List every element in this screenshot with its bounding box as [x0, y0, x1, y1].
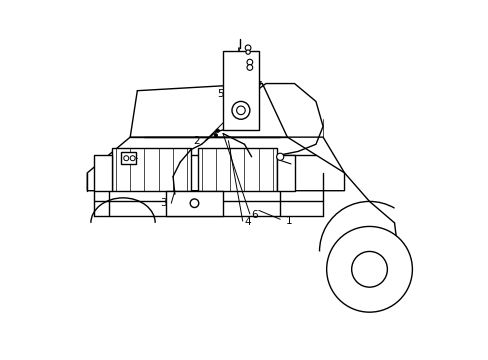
Circle shape [326, 226, 411, 312]
Text: 5: 5 [217, 89, 223, 99]
Circle shape [276, 153, 283, 160]
Text: 3: 3 [160, 198, 166, 208]
Circle shape [216, 129, 219, 132]
Bar [198, 148, 276, 191]
Circle shape [130, 156, 135, 161]
Circle shape [244, 45, 250, 51]
Bar [121, 153, 136, 164]
Circle shape [123, 156, 128, 161]
Bar [112, 148, 190, 191]
Text: 7: 7 [254, 81, 261, 91]
Bar [276, 155, 294, 191]
Circle shape [190, 199, 198, 207]
Circle shape [236, 106, 244, 114]
Bar [223, 51, 258, 130]
Bar [94, 155, 112, 191]
Text: 6: 6 [251, 210, 257, 220]
Circle shape [214, 134, 217, 137]
Text: 2: 2 [193, 136, 199, 146]
Text: 1: 1 [285, 216, 292, 226]
Polygon shape [87, 137, 344, 191]
Circle shape [246, 59, 252, 65]
Circle shape [245, 50, 250, 54]
Bar [165, 191, 223, 216]
Text: 8: 8 [126, 154, 133, 163]
Text: 4: 4 [244, 217, 250, 227]
Circle shape [231, 102, 249, 119]
Circle shape [351, 251, 386, 287]
Circle shape [246, 64, 252, 70]
